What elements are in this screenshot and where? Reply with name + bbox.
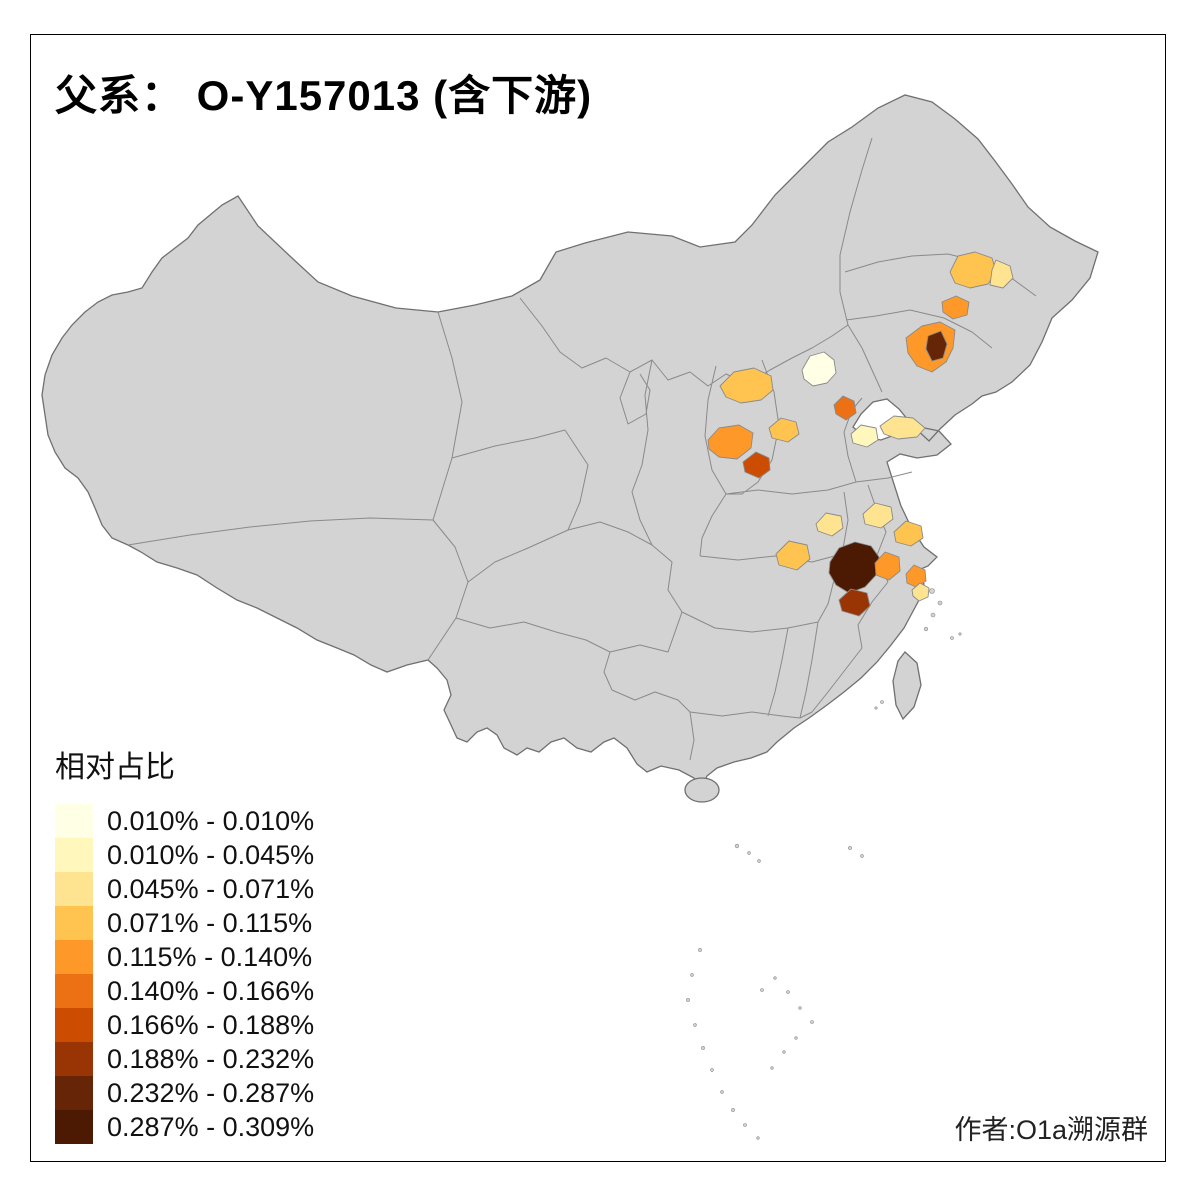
- legend-label: 0.115% - 0.140%: [107, 941, 313, 972]
- legend-swatch: [55, 940, 93, 974]
- legend-swatch: [55, 1008, 93, 1042]
- legend-entry: 0.010% - 0.045%: [55, 838, 314, 872]
- map-title: 父系： O-Y157013 (含下游): [55, 72, 593, 119]
- legend: 相对占比 0.010% - 0.010% 0.010% - 0.045% 0.045…: [55, 742, 314, 1144]
- region-beijing: [801, 351, 837, 387]
- region-hebei-northwest: [719, 367, 774, 404]
- legend-swatch: [55, 1076, 93, 1110]
- legend-swatch: [55, 1042, 93, 1076]
- author-credit: 作者:O1a溯源群: [954, 1115, 1148, 1145]
- province-borders: [127, 137, 1037, 761]
- legend-swatch: [55, 1110, 93, 1144]
- legend-swatch: [55, 804, 93, 838]
- taiwan-island: [892, 651, 922, 721]
- legend-label: 0.166% - 0.188%: [107, 1009, 315, 1040]
- legend-label: 0.232% - 0.287%: [107, 1077, 315, 1108]
- legend-title: 相对占比: [55, 751, 175, 784]
- legend-label: 0.010% - 0.045%: [107, 839, 315, 870]
- legend-entry: 0.045% - 0.071%: [55, 872, 314, 906]
- hainan-island: [684, 777, 720, 803]
- legend-label: 0.188% - 0.232%: [107, 1043, 315, 1074]
- legend-swatch: [55, 872, 93, 906]
- region-jiangsu-south: [893, 520, 924, 547]
- legend-entry: 0.010% - 0.010%: [55, 804, 314, 838]
- legend-entries: 0.010% - 0.010% 0.010% - 0.045% 0.045% - 0…: [55, 804, 314, 1144]
- plot-frame: [30, 34, 1166, 1162]
- legend-entry: 0.115% - 0.140%: [55, 940, 314, 974]
- region-liaoning-north: [941, 295, 970, 320]
- legend-label: 0.071% - 0.115%: [107, 907, 313, 938]
- highlighted-regions: [707, 251, 1014, 617]
- region-jilin-east: [989, 259, 1014, 289]
- legend-entry: 0.140% - 0.166%: [55, 974, 314, 1008]
- region-shanghai: [905, 564, 927, 588]
- region-jiangsu-north: [862, 502, 894, 529]
- legend-label: 0.287% - 0.309%: [107, 1111, 315, 1142]
- legend-entry: 0.071% - 0.115%: [55, 906, 314, 940]
- region-tianjin: [833, 395, 857, 421]
- region-shanxi-central: [707, 424, 754, 460]
- region-jilin-west: [949, 251, 997, 289]
- legend-swatch: [55, 974, 93, 1008]
- legend-label: 0.045% - 0.071%: [107, 873, 315, 904]
- legend-label: 0.010% - 0.010%: [107, 805, 315, 836]
- legend-label: 0.140% - 0.166%: [107, 975, 315, 1006]
- region-shandong-west: [850, 424, 879, 448]
- region-shanxi-south: [742, 451, 771, 479]
- legend-swatch: [55, 906, 93, 940]
- region-liaoning-core: [925, 330, 948, 362]
- region-anhui-southwest: [838, 588, 871, 617]
- legend-entry: 0.232% - 0.287%: [55, 1076, 314, 1110]
- mainland-china: [41, 94, 1099, 790]
- legend-entry: 0.166% - 0.188%: [55, 1008, 314, 1042]
- landmass: [41, 94, 1099, 1140]
- region-shandong-peninsula: [879, 415, 926, 440]
- region-hubei-north: [775, 540, 811, 571]
- region-anhui-east: [874, 551, 901, 581]
- coastal-and-south-china-sea-islands: [686, 588, 962, 1140]
- region-hebei-central: [768, 417, 800, 443]
- region-zhejiang-north: [911, 582, 930, 602]
- legend-entry: 0.188% - 0.232%: [55, 1042, 314, 1076]
- legend-entry: 0.287% - 0.309%: [55, 1110, 314, 1144]
- legend-swatch: [55, 838, 93, 872]
- region-henan-central: [815, 512, 844, 537]
